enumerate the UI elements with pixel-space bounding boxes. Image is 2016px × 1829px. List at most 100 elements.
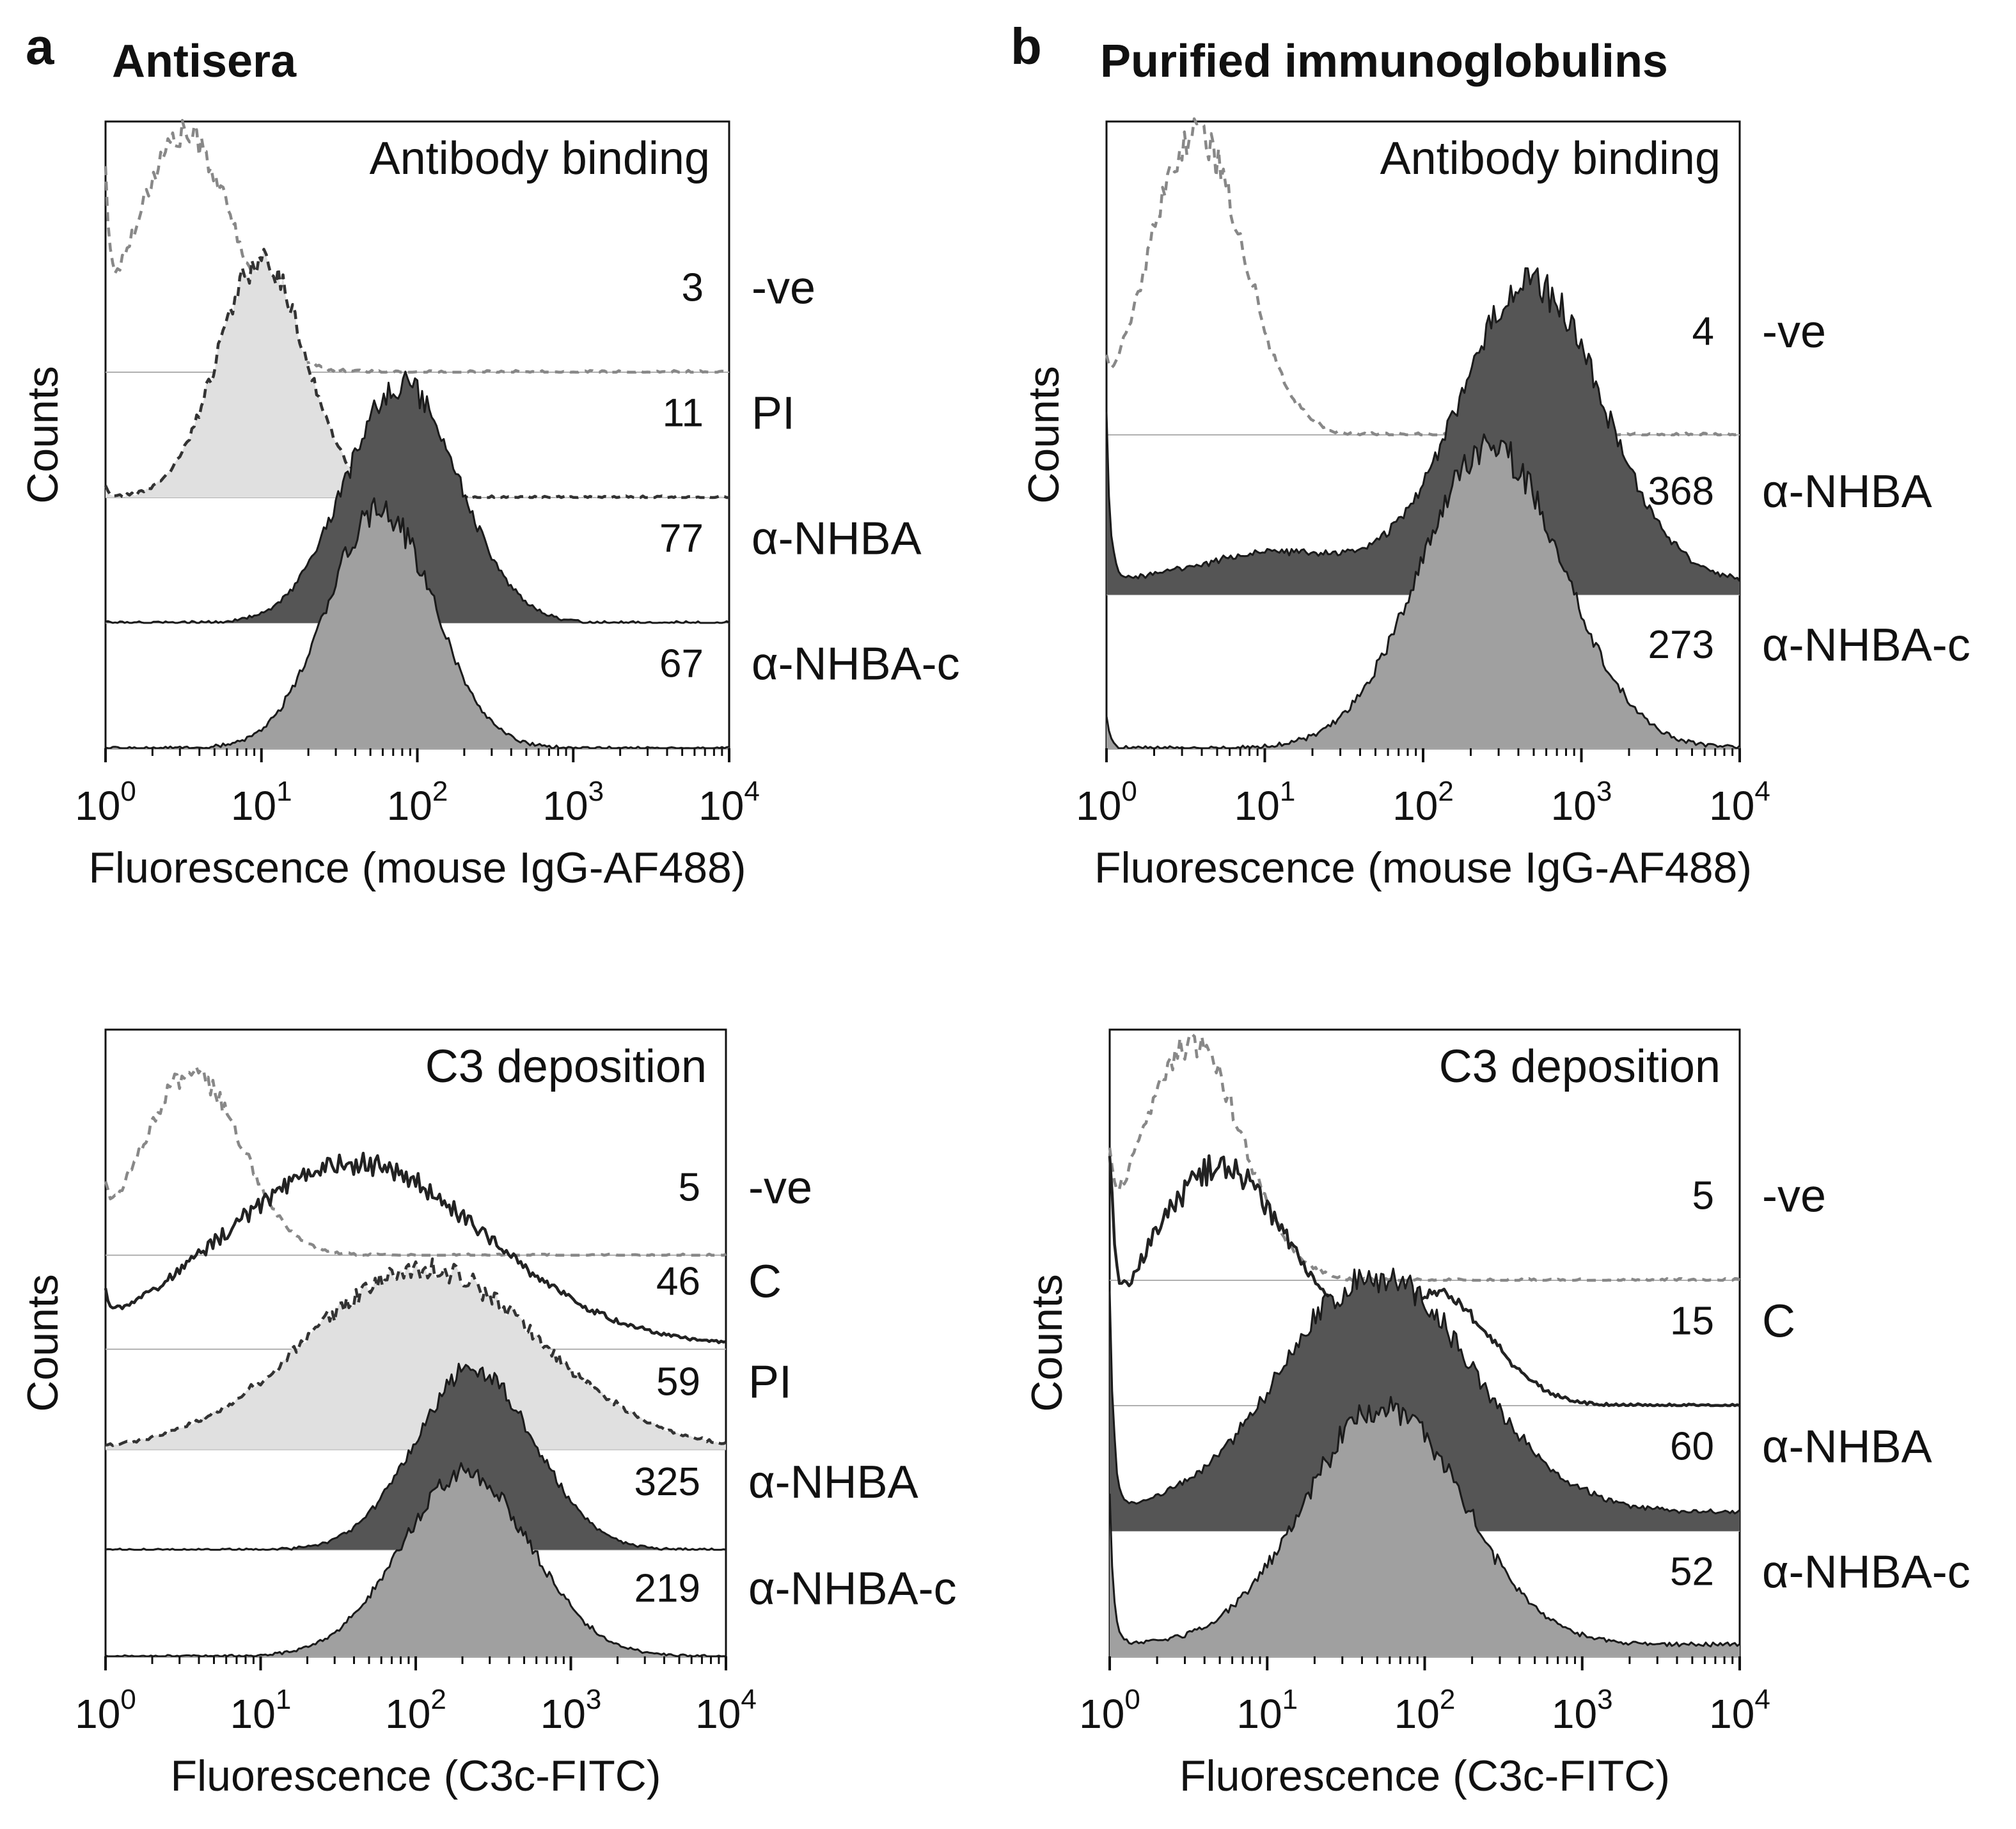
x-tick-label: 104: [1709, 776, 1770, 829]
series-label: -ve: [1762, 306, 1826, 357]
histogram-outline: [104, 119, 730, 374]
y-axis-label: Counts: [19, 366, 67, 503]
mfi-value: 4: [1692, 310, 1714, 354]
chart-b_bottom: C3 deposition 5 -ve 15 C 60 α-NHBA 52 α-NHBA-c 10…: [1023, 1028, 1971, 1800]
histogram-nhbac-series: 219 α-NHBA-c: [105, 1462, 957, 1658]
mfi-value: 52: [1670, 1550, 1714, 1594]
histogram-c-series: 46 C: [104, 1151, 782, 1350]
histogram-fill: [106, 498, 729, 748]
histogram-nhba-series: 60 α-NHBA: [1108, 1268, 1932, 1532]
x-axis-label: Fluorescence (mouse IgG-AF488): [89, 844, 746, 892]
series-label: C: [748, 1257, 782, 1308]
x-tick-label: 103: [540, 1684, 602, 1737]
mfi-value: 46: [656, 1260, 700, 1304]
series-label: α-NHBA: [1762, 1421, 1932, 1472]
histogram-fill: [106, 249, 729, 498]
histogram-neg-series: 3 -ve: [104, 119, 815, 374]
mfi-value: 77: [659, 516, 704, 560]
x-axis: 100 101 102 103 104: [75, 748, 760, 829]
series-label: PI: [752, 388, 795, 439]
chart-title: C3 deposition: [425, 1041, 707, 1092]
histogram-nhba-series: 368 α-NHBA: [1105, 267, 1932, 595]
mfi-value: 219: [634, 1567, 700, 1611]
histogram-neg-series: 5 -ve: [1108, 1032, 1826, 1282]
series-label: α-NHBA-c: [752, 638, 960, 689]
histogram-outline: [104, 1151, 727, 1344]
x-axis-label: Fluorescence (mouse IgG-AF488): [1094, 844, 1752, 892]
x-tick-label: 104: [695, 1684, 757, 1737]
histogram-outline: [105, 1362, 727, 1551]
mfi-value: 59: [656, 1360, 700, 1404]
x-tick-label: 101: [1234, 776, 1296, 829]
x-axis-label: Fluorescence (C3c-FITC): [170, 1752, 661, 1800]
series-label: α-NHBA-c: [1762, 620, 1971, 671]
histogram-outline: [1108, 1154, 1740, 1408]
series-label: α-NHBA: [752, 513, 922, 564]
chart-a_bottom: C3 deposition 5 -ve 46 C 59 PI 325 α-NHBA 219 α-NH…: [19, 1028, 957, 1800]
histogram-outline: [1108, 1268, 1740, 1515]
mfi-value: 5: [1692, 1174, 1714, 1218]
y-axis-label: Counts: [1023, 1274, 1071, 1411]
histogram-c-series: 15 C: [1108, 1154, 1795, 1408]
histogram-outline: [105, 1462, 727, 1658]
x-tick-label: 100: [75, 1684, 136, 1737]
x-tick-label: 102: [387, 776, 448, 829]
y-axis-label: Counts: [19, 1274, 67, 1411]
histogram-nhba-series: 325 α-NHBA: [105, 1362, 918, 1551]
x-tick-label: 104: [698, 776, 760, 829]
x-axis-label: Fluorescence (C3c-FITC): [1179, 1752, 1670, 1800]
histogram-nhba-series: 77 α-NHBA: [105, 370, 922, 624]
series-label: -ve: [1762, 1170, 1826, 1221]
series-label: -ve: [752, 262, 815, 313]
histogram-outline: [104, 1065, 727, 1257]
panel-letter: b: [1011, 18, 1042, 75]
mfi-value: 273: [1648, 623, 1714, 667]
histogram-fill: [1106, 268, 1740, 595]
histogram-outline: [105, 1257, 727, 1447]
histogram-nhbac-series: 67 α-NHBA-c: [105, 497, 960, 750]
histogram-fill: [106, 1259, 726, 1450]
panel-letter: a: [26, 18, 54, 75]
x-tick-label: 102: [1392, 776, 1454, 829]
histogram-pi-series: 11 PI: [104, 247, 795, 499]
x-tick-label: 101: [1236, 1684, 1298, 1737]
panel-title: Purified immunoglobulins: [1100, 36, 1668, 87]
mfi-value: 11: [663, 391, 704, 435]
histogram-fill: [1110, 1397, 1740, 1656]
chart-a_top: a Antisera Antibody binding 3 -ve 11 PI 77 α-NHB…: [19, 18, 960, 892]
histogram-outline: [1105, 117, 1740, 437]
y-axis-label: Counts: [1020, 366, 1068, 503]
mfi-value: 5: [679, 1166, 700, 1210]
x-tick-label: 103: [1551, 776, 1612, 829]
series-label: α-NHBA-c: [1762, 1546, 1971, 1597]
x-tick-label: 102: [1394, 1684, 1456, 1737]
mfi-value: 67: [659, 641, 704, 686]
series-label: -ve: [748, 1163, 812, 1214]
series-label: C: [1762, 1296, 1795, 1347]
x-tick-label: 100: [1079, 1684, 1140, 1737]
x-tick-label: 100: [75, 776, 136, 829]
histogram-outline: [1105, 267, 1741, 582]
histogram-fill: [106, 372, 729, 623]
series-label: α-NHBA: [748, 1457, 918, 1508]
chart-b_top: b Purified immunoglobulins Antibody bindin…: [1011, 18, 1971, 892]
histogram-pi-series: 59 PI: [105, 1257, 792, 1450]
histogram-outline: [105, 497, 730, 750]
chart-title: C3 deposition: [1439, 1041, 1721, 1092]
panel-title: Antisera: [112, 36, 297, 87]
x-tick-label: 101: [230, 1684, 292, 1737]
histogram-fill: [106, 1463, 726, 1656]
mfi-value: 3: [682, 265, 704, 310]
histogram-outline: [1105, 433, 1741, 750]
mfi-value: 15: [1670, 1299, 1714, 1343]
histogram-outline: [105, 370, 730, 624]
x-axis: 100 101 102 103 104: [75, 1656, 757, 1737]
mfi-value: 368: [1648, 469, 1714, 514]
histogram-fill: [1106, 434, 1740, 748]
series-label: α-NHBA-c: [748, 1564, 957, 1615]
histogram-neg-series: 4 -ve: [1105, 117, 1826, 437]
histogram-neg-series: 5 -ve: [104, 1065, 812, 1257]
chart-title: Antibody binding: [370, 133, 710, 184]
x-tick-label: 101: [231, 776, 292, 829]
